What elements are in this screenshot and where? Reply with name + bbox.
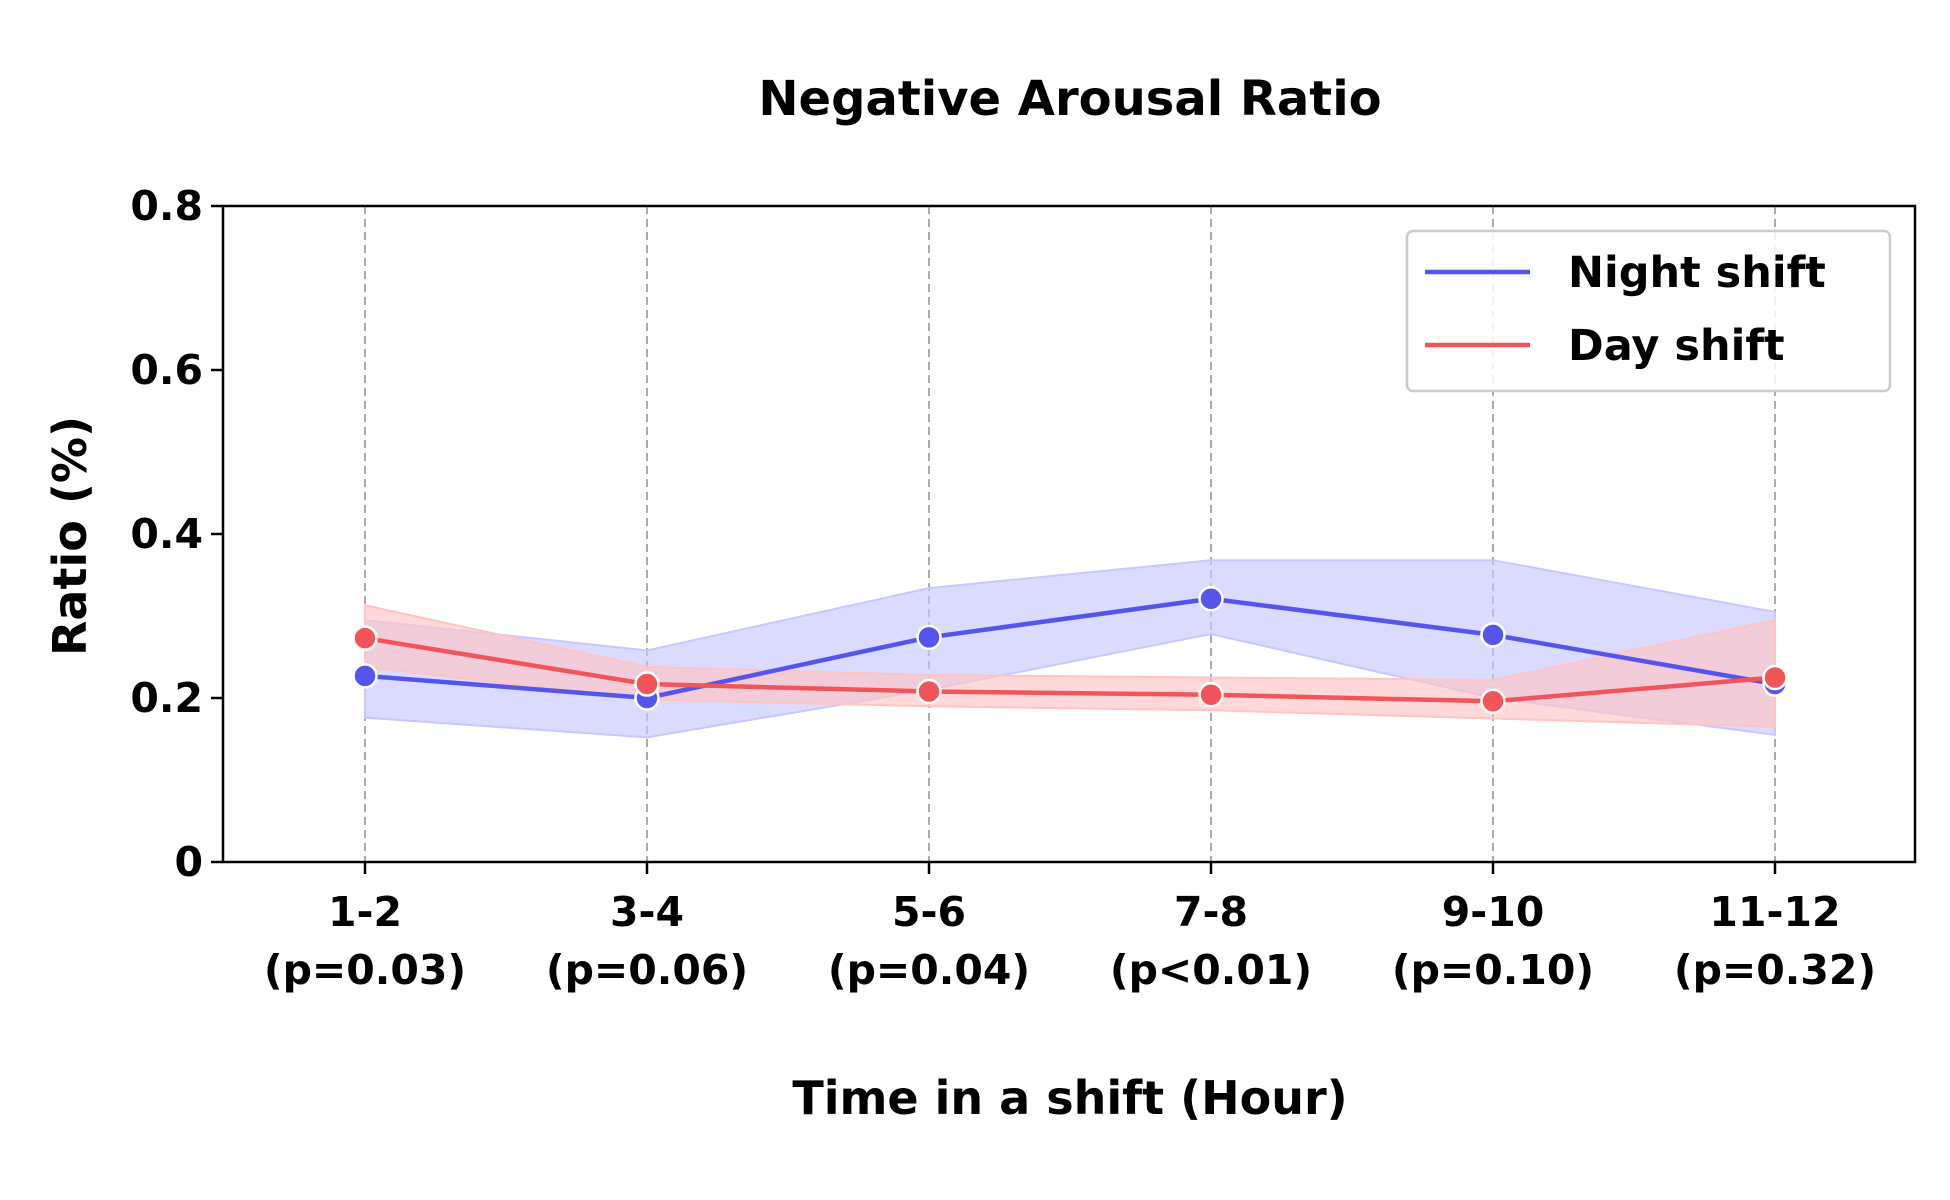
- x-axis-ticks: 1-2 (p=0.03) 3-4 (p=0.06) 5-6 (p=0.04) 7-8 (p<0…: [264, 862, 1876, 994]
- x-tick-pvalue-7-8: (p<0.01): [1110, 946, 1312, 994]
- x-tick-pvalue-1-2: (p=0.03): [264, 946, 466, 994]
- legend-label-2: Day shift: [1568, 321, 1785, 371]
- point-series-2-11-12: [1762, 664, 1788, 691]
- point-series-2-1-2: [352, 625, 378, 651]
- x-tick-pvalue-9-10: (p=0.10): [1392, 946, 1594, 994]
- point-series-2-5-6: [916, 678, 942, 705]
- x-tick-label-7-8: 7-8: [1174, 888, 1248, 936]
- line-series-1: [364, 596, 1776, 701]
- legend-label-1: Night shift: [1568, 248, 1826, 298]
- x-tick-pvalue-3-4: (p=0.06): [546, 946, 748, 994]
- data-points: [352, 586, 1788, 715]
- y-axis-ticks: 0 0.2 0.4 0.6 0.8: [130, 182, 223, 886]
- point-series-2-3-4: [634, 671, 660, 697]
- point-series-1-5-6: [916, 624, 942, 651]
- y-tick-label-2: 0.4: [130, 510, 203, 558]
- point-series-2-7-8: [1198, 681, 1224, 708]
- line-series-2: [364, 635, 1776, 704]
- x-tick-label-1-2: 1-2: [328, 888, 402, 936]
- series-lines: [364, 596, 1776, 704]
- point-series-2-9-10: [1480, 688, 1506, 715]
- legend: Night shift Day shift: [1405, 229, 1892, 393]
- y-tick-label-0: 0: [174, 838, 203, 886]
- x-axis-label: Time in a shift (Hour): [792, 1071, 1347, 1125]
- x-tick-pvalue-5-6: (p=0.04): [828, 946, 1030, 994]
- x-tick-label-11-12: 11-12: [1709, 888, 1840, 936]
- y-tick-label-1: 0.2: [130, 674, 203, 722]
- y-tick-label-4: 0.8: [130, 182, 203, 230]
- y-tick-label-3: 0.6: [130, 346, 203, 394]
- x-tick-label-5-6: 5-6: [892, 888, 966, 936]
- x-tick-label-9-10: 9-10: [1442, 888, 1545, 936]
- x-tick-pvalue-11-12: (p=0.32): [1674, 946, 1876, 994]
- y-axis-label: Ratio (%): [43, 416, 97, 656]
- point-series-1-7-8: [1198, 586, 1224, 612]
- point-series-1-9-10: [1480, 622, 1506, 648]
- chart-title: Negative Arousal Ratio: [758, 71, 1381, 127]
- point-series-1-1-2: [352, 663, 378, 689]
- x-tick-label-3-4: 3-4: [610, 888, 684, 936]
